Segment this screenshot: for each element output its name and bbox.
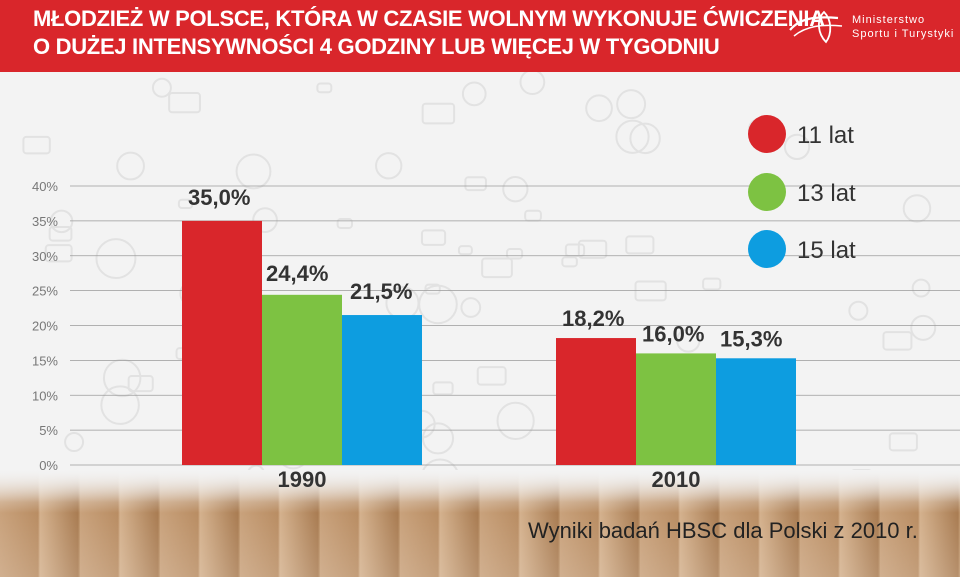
legend-swatch <box>748 115 786 153</box>
y-tick-label: 25% <box>32 284 58 299</box>
bar-2010-15 <box>716 358 796 465</box>
legend-label: 11 lat <box>797 122 854 149</box>
floor-shade <box>0 470 960 577</box>
legend-label: 15 lat <box>797 237 856 264</box>
ministry-name-line-2: Sportu i Turystyki <box>852 28 955 40</box>
legend-swatch <box>748 230 786 268</box>
y-tick-label: 5% <box>39 423 58 438</box>
source-note: Wyniki badań HBSC dla Polski z 2010 r. <box>528 518 918 543</box>
y-tick-label: 30% <box>32 249 58 264</box>
value-label: 24,4% <box>266 261 328 286</box>
legend-label: 13 lat <box>797 180 856 207</box>
bar-1990-13 <box>262 294 342 465</box>
ministry-logo-icon <box>789 10 843 44</box>
bar-2010-11 <box>556 338 636 465</box>
y-tick-label: 40% <box>32 179 58 194</box>
value-label: 21,5% <box>350 279 412 304</box>
chart-title-line-2: O DUŻEJ INTENSYWNOŚCI 4 GODZINY LUB WIĘC… <box>33 34 720 59</box>
value-label: 35,0% <box>188 185 250 210</box>
bar-2010-13 <box>636 353 716 465</box>
bar-1990-15 <box>342 315 422 465</box>
category-label: 1990 <box>278 467 327 492</box>
legend-swatch <box>748 173 786 211</box>
value-label: 15,3% <box>720 326 782 351</box>
y-tick-label: 15% <box>32 353 58 368</box>
value-label: 16,0% <box>642 321 704 346</box>
y-tick-label: 20% <box>32 319 58 334</box>
chart-title-line-1: MŁODZIEŻ W POLSCE, KTÓRA W CZASIE WOLNYM… <box>33 6 825 31</box>
y-tick-label: 35% <box>32 214 58 229</box>
header-bar: MŁODZIEŻ W POLSCE, KTÓRA W CZASIE WOLNYM… <box>0 0 960 72</box>
y-tick-label: 10% <box>32 388 58 403</box>
value-label: 18,2% <box>562 306 624 331</box>
bar-1990-11 <box>182 220 262 465</box>
y-tick-label: 0% <box>39 458 58 473</box>
ministry-name-line-1: Ministerstwo <box>852 14 926 26</box>
category-label: 2010 <box>652 467 701 492</box>
